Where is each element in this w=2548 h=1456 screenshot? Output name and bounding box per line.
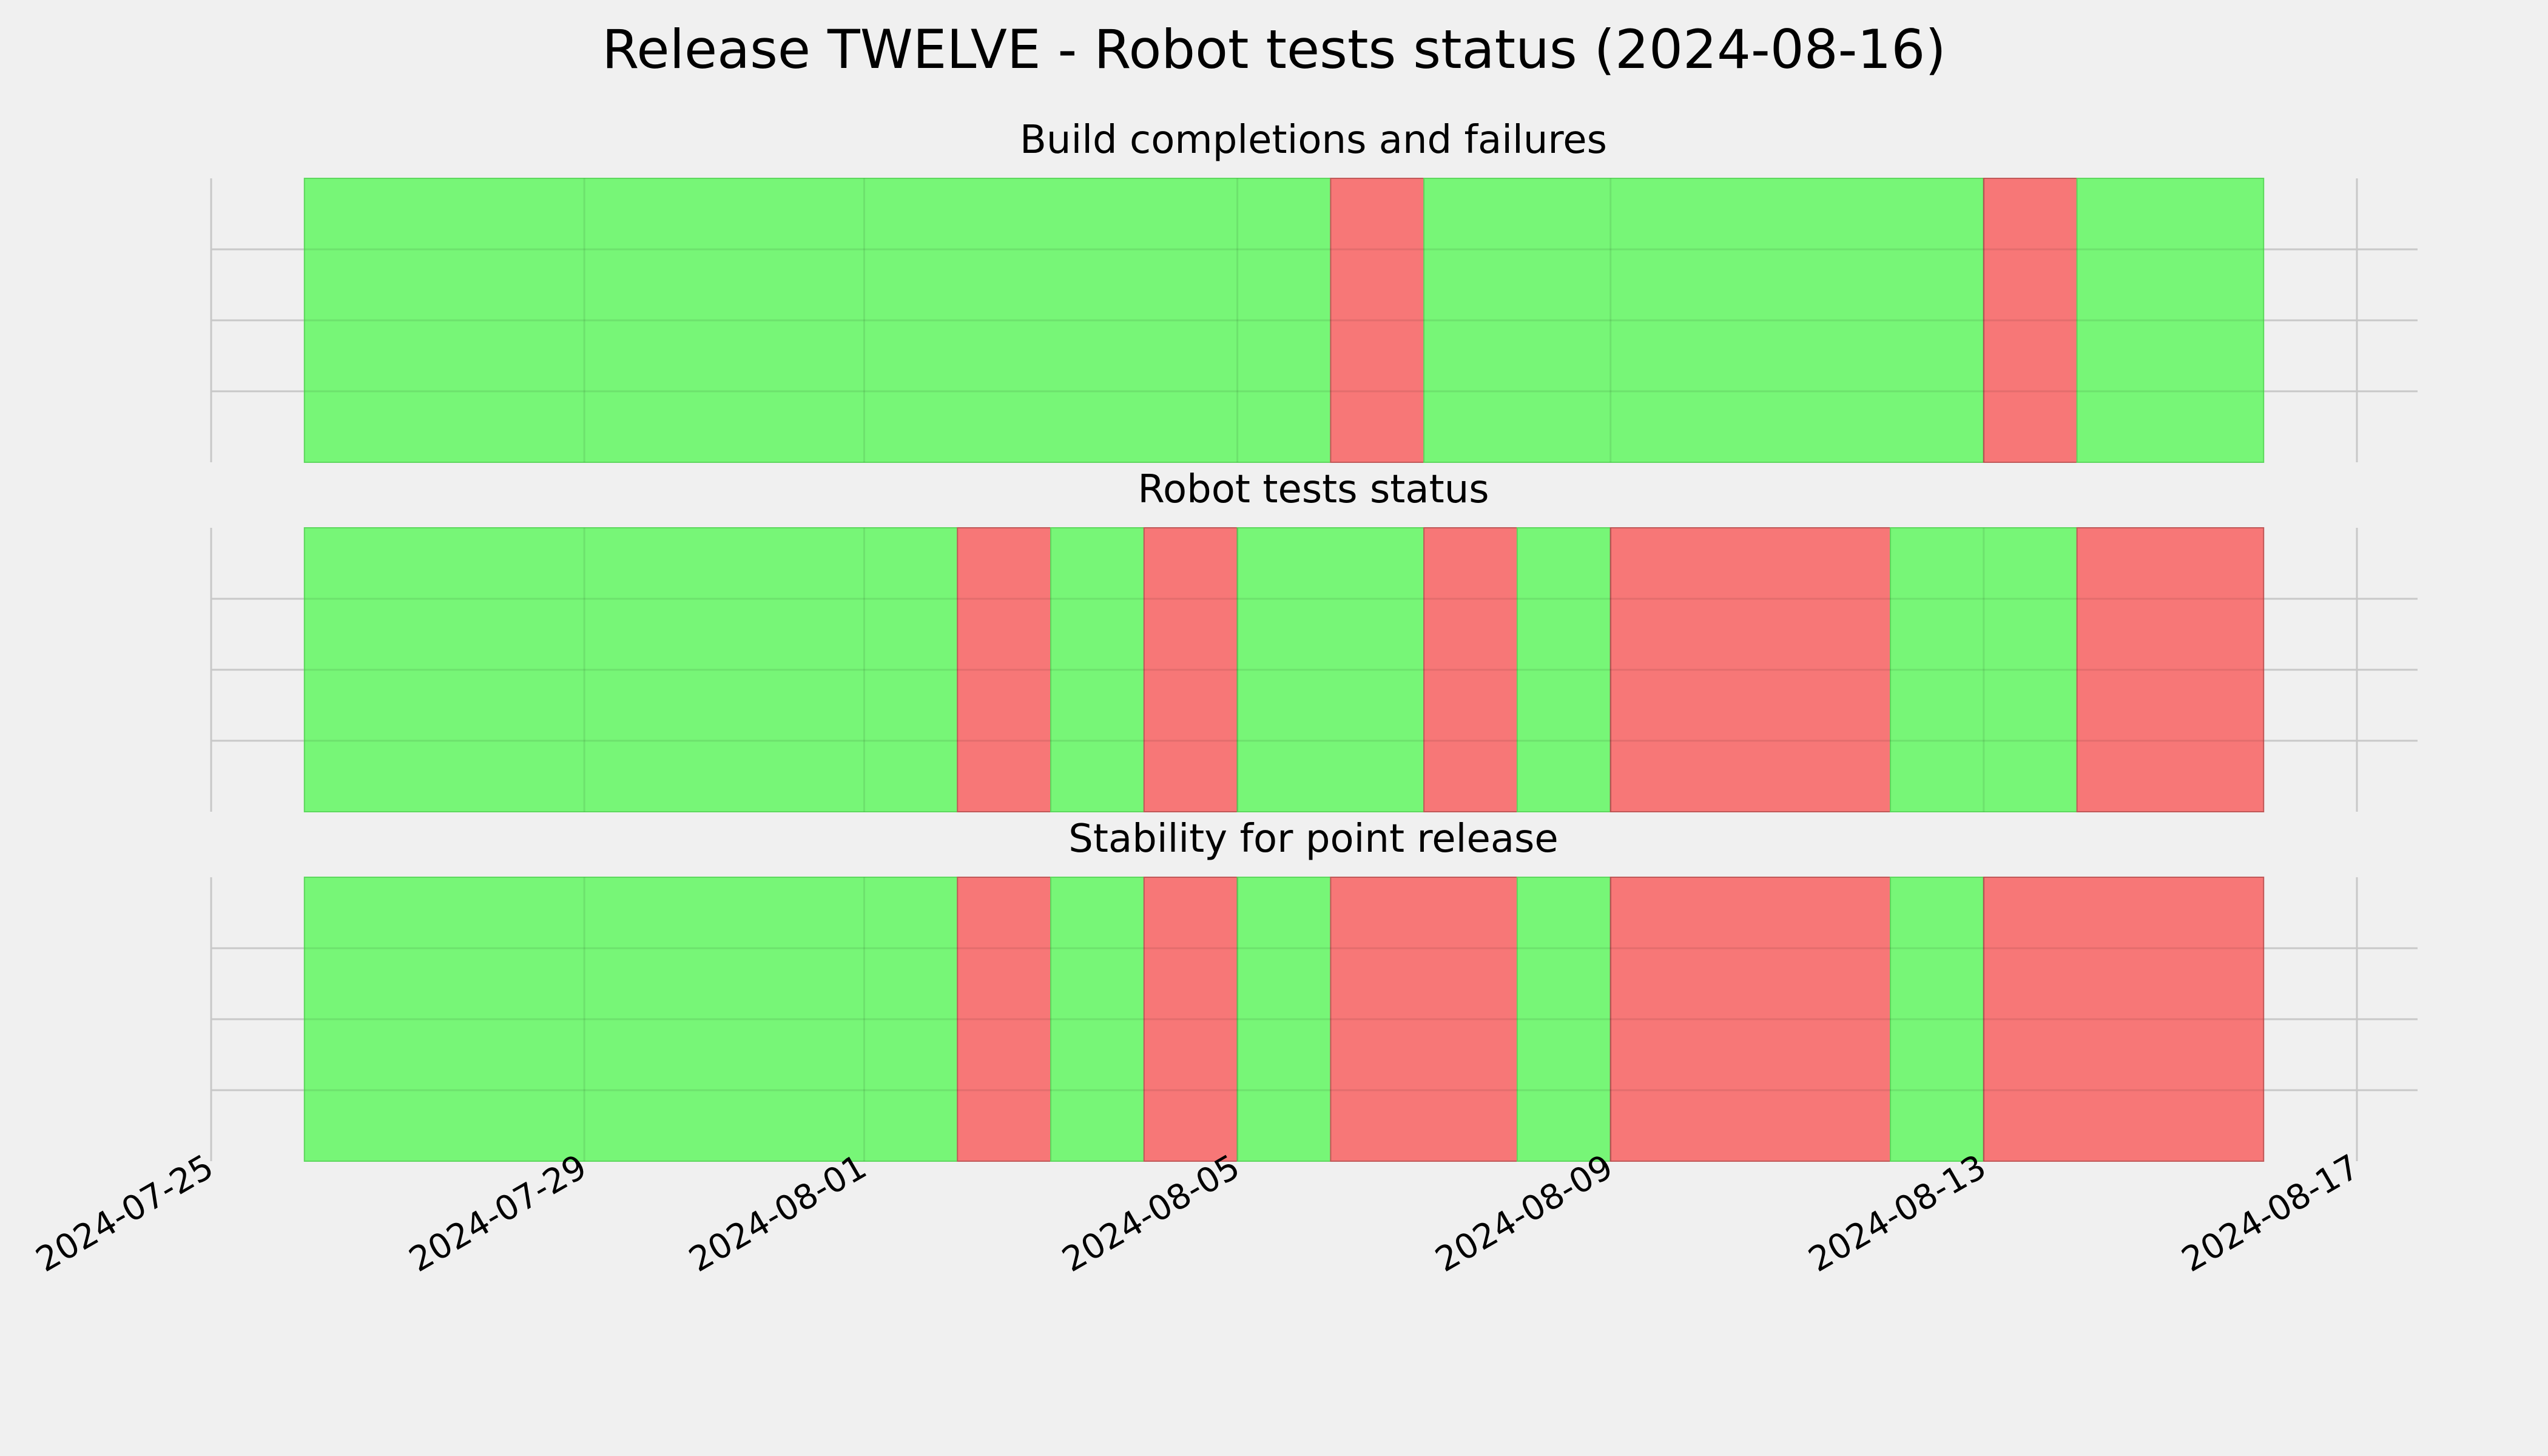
status-segment-pass <box>1050 877 1145 1162</box>
chart-title: Release TWELVE - Robot tests status (202… <box>602 18 1946 81</box>
panel-title: Build completions and failures <box>1020 118 1607 163</box>
status-segment-pass <box>1890 527 2078 812</box>
status-segment-fail <box>1983 178 2078 463</box>
status-segment-fail <box>957 527 1052 812</box>
status-segment-pass <box>303 178 1332 463</box>
status-segment-fail <box>1143 527 1238 812</box>
status-segment-fail <box>2076 527 2265 812</box>
status-segment-fail <box>1983 877 2265 1162</box>
panels-group: Build completions and failures Robot test… <box>210 118 2418 1162</box>
panel-2: Robot tests status <box>210 467 2418 812</box>
panel-title: Stability for point release <box>1068 817 1559 861</box>
status-segment-pass <box>303 527 959 812</box>
status-segment-fail <box>1609 877 1892 1162</box>
status-segment-pass <box>1516 877 1611 1162</box>
status-segment-pass <box>1236 877 1332 1162</box>
panel-1: Build completions and failures <box>210 118 2418 463</box>
status-segment-pass <box>2076 178 2265 463</box>
status-segment-fail <box>957 877 1052 1162</box>
panel-title: Robot tests status <box>1138 467 1489 512</box>
status-segment-fail <box>1423 527 1518 812</box>
status-segment-pass <box>1516 527 1611 812</box>
status-segment-pass <box>1236 527 1425 812</box>
status-segment-pass <box>1423 178 1984 463</box>
status-segment-pass <box>1050 527 1145 812</box>
status-segment-fail <box>1609 527 1892 812</box>
status-segment-fail <box>1143 877 1238 1162</box>
panel-3: Stability for point release <box>210 817 2418 1162</box>
status-segment-pass <box>1890 877 1984 1162</box>
status-segment-pass <box>303 877 959 1162</box>
status-segment-fail <box>1330 178 1425 463</box>
status-segment-fail <box>1330 877 1518 1162</box>
